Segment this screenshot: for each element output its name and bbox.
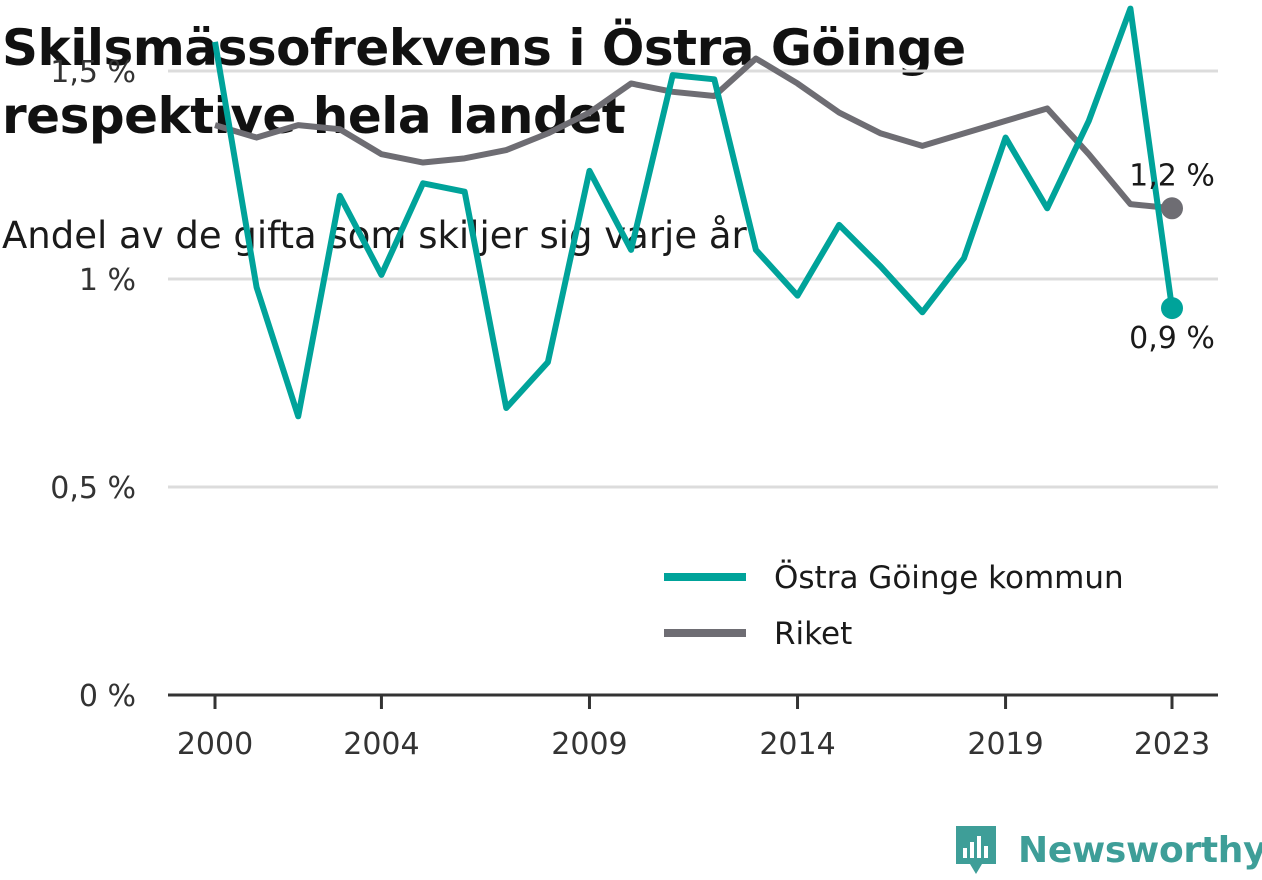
x-tick-label: 2014 [759, 727, 835, 762]
y-tick-label: 1 % [79, 263, 136, 298]
x-tick-label: 2009 [551, 727, 627, 762]
end-label-0: 0,9 % [1129, 321, 1215, 356]
series-line-1 [214, 55, 1173, 212]
brand-name: Newsworthy [1018, 829, 1262, 871]
x-tick-label: 2000 [177, 727, 253, 762]
newsworthy-logo-icon [956, 826, 996, 874]
x-tick-label: 2019 [967, 727, 1043, 762]
series-line-0 [212, 5, 1175, 420]
legend-background [652, 545, 1197, 670]
end-marker-1 [1161, 197, 1183, 220]
x-tick-label: 2023 [1134, 727, 1210, 762]
x-tick-label: 2004 [343, 727, 419, 762]
y-tick-label: 0,5 % [50, 471, 136, 506]
y-tick-label: 0 % [79, 679, 136, 714]
chart-title: Skilsmässofrekvens i Östra Göinge respek… [2, 19, 966, 145]
legend-label-1: Riket [774, 616, 852, 652]
end-marker-0 [1161, 297, 1183, 320]
y-tick-label: 1,5 % [50, 55, 136, 90]
brand-logo: Newsworthy [952, 820, 1262, 880]
legend-label-0: Östra Göinge kommun [774, 559, 1124, 596]
end-label-1: 1,2 % [1129, 158, 1215, 193]
